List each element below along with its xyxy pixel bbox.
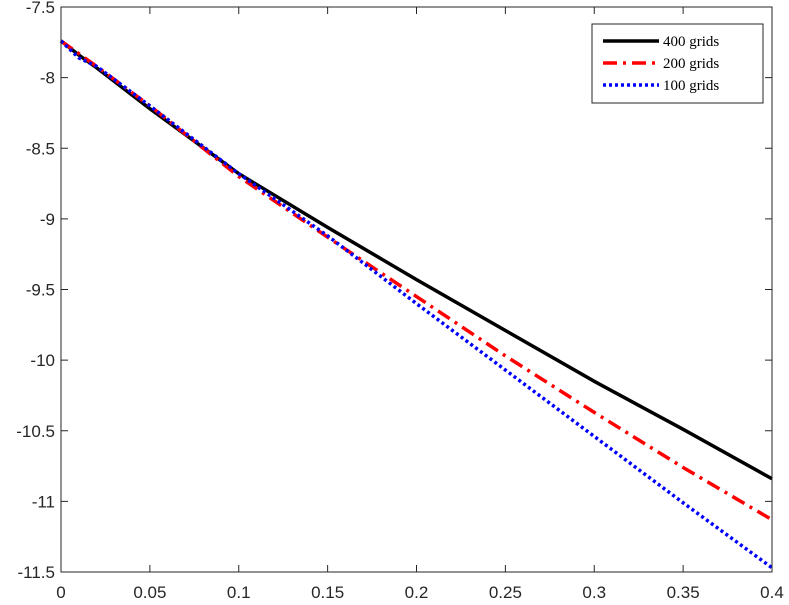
x-tick-label: 0.2	[405, 583, 429, 602]
x-tick-label: 0.15	[311, 583, 344, 602]
y-tick-label: -11	[32, 492, 55, 511]
y-tick-label: -10.5	[16, 422, 55, 441]
y-tick-label: -8.5	[26, 139, 55, 158]
x-tick-label: 0.4	[760, 583, 784, 602]
tick-layer: 0 0.05 0.1 0.15 0.2 0.25 0.3 0.35 0.4 -7.5 -8 -8.5 -…	[16, 0, 784, 602]
x-tick-label: 0.1	[227, 583, 251, 602]
legend-label-2: 200 grids	[663, 56, 719, 72]
y-tick-label: -10	[30, 351, 55, 370]
x-tick-label: 0.05	[133, 583, 166, 602]
y-tick-label: -9.5	[26, 281, 55, 300]
y-tick-label: -8	[40, 69, 55, 88]
series-layer	[59, 39, 774, 570]
y-tick-label: -7.5	[26, 0, 55, 17]
x-tick-label: 0.35	[667, 583, 700, 602]
x-tick-label: 0.25	[489, 583, 522, 602]
legend-box	[591, 23, 764, 104]
series-line-3	[59, 39, 774, 570]
series-line-1	[59, 39, 773, 481]
legend: 400 grids 200 grids 100 grids	[591, 23, 764, 104]
y-tick-label: -9	[40, 210, 55, 229]
x-tick-label: 0.3	[582, 583, 606, 602]
legend-label-3: 100 grids	[663, 78, 719, 94]
legend-label-1: 400 grids	[663, 34, 719, 50]
x-tick-label: 0	[56, 583, 65, 602]
y-tick-label: -11.5	[18, 563, 56, 582]
